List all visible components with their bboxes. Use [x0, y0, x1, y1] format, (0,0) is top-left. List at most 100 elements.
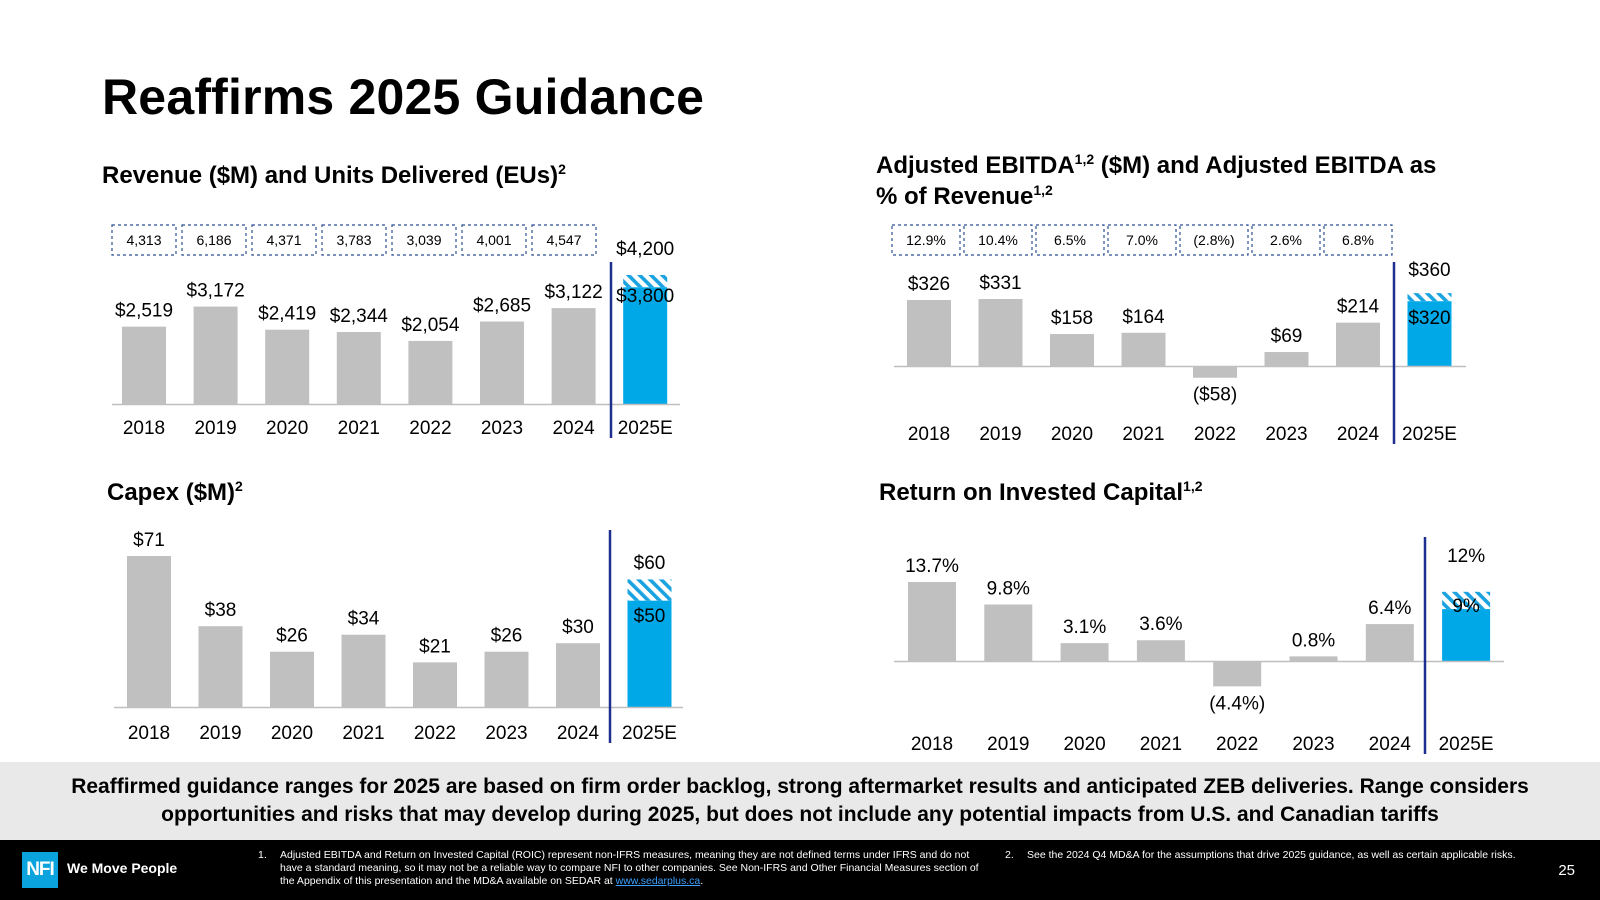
footnote-1-end: .	[700, 875, 704, 887]
capex-data-label: $30	[562, 617, 594, 638]
nfi-logo: NFI	[22, 852, 58, 888]
roic-guidance-high-label: 12%	[1447, 546, 1485, 567]
revenue-guidance-high-label: $4,200	[616, 239, 674, 260]
ebitda-tick-label: 2020	[1051, 424, 1093, 445]
capex-tick-label: 2020	[271, 723, 313, 744]
ebitda-tick-label: 2023	[1265, 424, 1307, 445]
revenue-data-label: $3,122	[545, 282, 603, 303]
capex-data-label: $26	[276, 626, 308, 647]
revenue-tick-label: 2018	[123, 418, 165, 439]
capex-tick-label: 2018	[128, 723, 170, 744]
ebitda-data-label: $164	[1122, 307, 1165, 328]
revenue-data-label: $2,054	[401, 315, 460, 336]
revenue-chart-title: Revenue ($M) and Units Delivered (EUs)2	[102, 160, 566, 191]
ebitda-box-label: 10.4%	[978, 232, 1018, 248]
capex-guidance-high-label: $60	[634, 553, 666, 574]
roic-data-label: (4.4%)	[1209, 693, 1265, 714]
roic-data-label: 0.8%	[1292, 630, 1335, 651]
ebitda-title-line2-sup: 1,2	[1033, 182, 1053, 198]
capex-guidance-low-bar	[627, 600, 672, 707]
revenue-bar	[265, 329, 310, 404]
revenue-tick-label: 2022	[409, 418, 451, 439]
ebitda-tick-label: 2024	[1337, 424, 1380, 445]
capex-chart-title: Capex ($M)2	[107, 477, 243, 508]
revenue-tick-label: 2020	[266, 418, 308, 439]
revenue-box	[321, 224, 387, 256]
revenue-box-label: 4,313	[126, 232, 161, 248]
revenue-data-label: $2,419	[258, 304, 316, 325]
ebitda-box-label: (2.8%)	[1193, 232, 1234, 248]
roic-tick-label: 2023	[1292, 734, 1334, 755]
roic-guidance-low-bar	[1442, 609, 1491, 661]
revenue-box-label: 4,001	[476, 232, 511, 248]
ebitda-guidance-low-bar	[1407, 301, 1452, 366]
ebitda-tick-label: 2021	[1122, 424, 1164, 445]
ebitda-data-label: $214	[1337, 297, 1380, 318]
roic-tick-label: 2022	[1216, 734, 1258, 755]
ebitda-guidance-range-bar	[1407, 293, 1452, 302]
capex-tick-label: 2023	[485, 723, 527, 744]
capex-data-label: $38	[205, 600, 237, 621]
ebitda-box-label: 2.6%	[1270, 232, 1302, 248]
revenue-box-label: 3,783	[336, 232, 371, 248]
ebitda-data-label: $69	[1271, 326, 1303, 347]
ebitda-box-label: 6.8%	[1342, 232, 1374, 248]
roic-title-sup: 1,2	[1183, 478, 1203, 494]
ebitda-bar	[1121, 332, 1166, 366]
revenue-box	[461, 224, 527, 256]
roic-bar	[1289, 656, 1338, 661]
roic-guidance-range-bar	[1442, 591, 1491, 610]
sedar-link[interactable]: www.sedarplus.ca	[615, 875, 701, 887]
ebitda-bar	[907, 300, 951, 366]
tagline: We Move People	[67, 860, 178, 876]
revenue-data-label: $2,685	[473, 296, 531, 317]
roic-data-label: 6.4%	[1368, 598, 1411, 619]
ebitda-bar	[1050, 334, 1094, 366]
revenue-tick-label: 2024	[552, 418, 595, 439]
ebitda-data-label: $158	[1051, 308, 1093, 329]
ebitda-bar	[1264, 352, 1309, 366]
revenue-data-label: $2,344	[330, 306, 389, 327]
revenue-tick-label: 2023	[481, 418, 523, 439]
ebitda-data-label: ($58)	[1193, 385, 1237, 406]
ebitda-title-text: Adjusted EBITDA	[876, 152, 1075, 179]
roic-tick-label: 2025E	[1439, 734, 1494, 755]
ebitda-tick-label: 2019	[979, 424, 1021, 445]
ebitda-tick-label: 2025E	[1402, 424, 1457, 445]
revenue-bar	[408, 340, 453, 404]
ebitda-box	[1251, 224, 1321, 256]
roic-data-label: 13.7%	[905, 556, 959, 577]
ebitda-data-label: $331	[979, 273, 1021, 294]
roic-bar	[1365, 624, 1414, 661]
footnote-2-text: See the 2024 Q4 MD&A for the assumptions…	[1027, 849, 1516, 861]
ebitda-chart-title: Adjusted EBITDA1,2 ($M) and Adjusted EBI…	[876, 150, 1576, 212]
page-title: Reaffirms 2025 Guidance	[102, 69, 705, 125]
capex-data-label: $34	[348, 609, 380, 630]
revenue-box-label: 4,547	[546, 232, 581, 248]
capex-data-label: $26	[491, 626, 523, 647]
revenue-box	[251, 224, 317, 256]
ebitda-box	[1035, 224, 1105, 256]
revenue-box	[111, 224, 177, 256]
capex-title-text: Capex ($M)	[107, 479, 236, 506]
ebitda-bar	[1336, 322, 1380, 366]
roic-bar	[908, 582, 956, 661]
roic-bar	[984, 604, 1033, 661]
ebitda-box	[963, 224, 1033, 256]
roic-tick-label: 2018	[911, 734, 953, 755]
revenue-data-label: $2,519	[115, 301, 173, 322]
ebitda-box-label: 6.5%	[1054, 232, 1086, 248]
roic-bar	[1136, 640, 1185, 661]
roic-data-label: 9.8%	[987, 578, 1030, 599]
ebitda-guidance-high-label: $360	[1408, 260, 1450, 281]
guidance-banner: Reaffirmed guidance ranges for 2025 are …	[0, 762, 1600, 840]
ebitda-box	[1107, 224, 1177, 256]
revenue-bar	[336, 332, 381, 404]
revenue-bar	[480, 321, 524, 404]
roic-bar	[1213, 661, 1262, 687]
capex-guidance-low-label: $50	[634, 606, 666, 627]
footnote-2-number: 2.	[1005, 849, 1014, 861]
capex-title-sup: 2	[235, 478, 243, 494]
roic-data-label: 3.6%	[1139, 614, 1182, 635]
ebitda-bar	[978, 299, 1023, 366]
